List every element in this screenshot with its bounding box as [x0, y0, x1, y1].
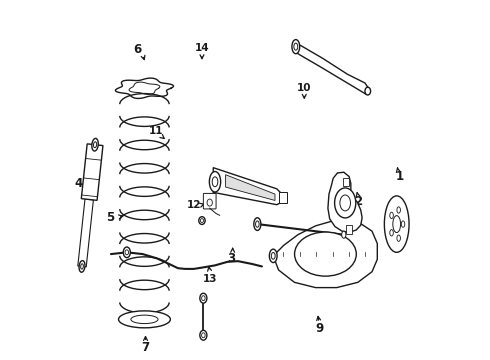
Ellipse shape — [390, 212, 393, 219]
Ellipse shape — [294, 43, 298, 50]
Ellipse shape — [201, 296, 205, 301]
FancyBboxPatch shape — [343, 177, 349, 186]
Ellipse shape — [256, 221, 259, 227]
Ellipse shape — [271, 252, 275, 259]
Text: 10: 10 — [297, 83, 312, 93]
Polygon shape — [293, 42, 368, 95]
Polygon shape — [328, 172, 362, 232]
Ellipse shape — [200, 330, 207, 340]
Text: 11: 11 — [149, 126, 163, 136]
Ellipse shape — [81, 264, 83, 269]
Ellipse shape — [365, 87, 370, 95]
Ellipse shape — [125, 250, 128, 255]
Ellipse shape — [212, 177, 218, 187]
Ellipse shape — [401, 221, 405, 227]
Polygon shape — [213, 168, 284, 205]
Ellipse shape — [123, 247, 130, 258]
Ellipse shape — [119, 311, 171, 328]
Ellipse shape — [393, 216, 401, 233]
FancyBboxPatch shape — [345, 225, 352, 234]
Text: 4: 4 — [74, 177, 83, 190]
Ellipse shape — [335, 188, 356, 218]
Ellipse shape — [131, 315, 158, 324]
Text: 5: 5 — [106, 211, 114, 224]
Ellipse shape — [94, 142, 97, 148]
Text: 6: 6 — [133, 43, 142, 56]
Ellipse shape — [79, 261, 85, 272]
Ellipse shape — [209, 171, 220, 192]
Ellipse shape — [200, 219, 203, 222]
Ellipse shape — [292, 40, 300, 54]
Ellipse shape — [201, 333, 205, 338]
Ellipse shape — [340, 195, 350, 211]
Ellipse shape — [397, 235, 400, 241]
Polygon shape — [81, 144, 103, 200]
Text: 7: 7 — [142, 341, 149, 354]
Text: 8: 8 — [237, 185, 245, 198]
Text: 12: 12 — [187, 200, 201, 210]
Text: 3: 3 — [227, 252, 236, 265]
Text: 14: 14 — [195, 43, 209, 53]
FancyBboxPatch shape — [203, 193, 216, 209]
Polygon shape — [225, 175, 275, 201]
Polygon shape — [78, 199, 94, 267]
Ellipse shape — [342, 231, 346, 238]
Ellipse shape — [254, 218, 261, 230]
Ellipse shape — [270, 249, 277, 262]
Ellipse shape — [384, 196, 409, 252]
Text: 1: 1 — [395, 170, 404, 183]
Ellipse shape — [397, 207, 400, 213]
Ellipse shape — [294, 232, 356, 276]
Text: 13: 13 — [202, 274, 217, 284]
Ellipse shape — [199, 217, 205, 224]
Ellipse shape — [92, 138, 98, 151]
Ellipse shape — [200, 293, 207, 303]
Text: 9: 9 — [315, 322, 323, 335]
FancyBboxPatch shape — [278, 192, 287, 203]
Ellipse shape — [390, 230, 393, 236]
Ellipse shape — [207, 199, 212, 206]
Text: 2: 2 — [354, 195, 362, 208]
Polygon shape — [273, 221, 377, 288]
